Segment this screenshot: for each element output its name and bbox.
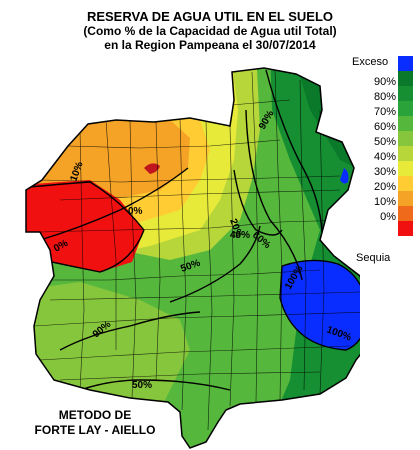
isolines bbox=[26, 69, 360, 391]
legend-swatch bbox=[398, 206, 413, 221]
title-line-1: RESERVA DE AGUA UTIL EN EL SUELO bbox=[86, 9, 334, 24]
legend-swatch bbox=[398, 221, 413, 236]
map-title: RESERVA DE AGUA UTIL EN EL SUELO (Como %… bbox=[0, 9, 420, 53]
region-outline bbox=[25, 67, 360, 449]
isoline-label: 50% bbox=[132, 380, 152, 391]
department-borders bbox=[33, 69, 360, 431]
method-caption: METODO DE FORTE LAY - AIELLO bbox=[20, 408, 170, 438]
legend-label: 90% bbox=[373, 76, 396, 88]
legend-swatch bbox=[398, 116, 413, 131]
legend-swatch bbox=[398, 86, 413, 101]
zone-red-north bbox=[144, 163, 160, 174]
isoline-label: 40% bbox=[230, 230, 250, 241]
legend-swatch bbox=[398, 176, 413, 191]
legend-label: 80% bbox=[373, 91, 396, 103]
title-line-3: en la Region Pampeana el 30/07/2014 bbox=[104, 38, 316, 52]
legend-top-label: Exceso bbox=[352, 56, 389, 68]
zone-excess-blue bbox=[280, 260, 360, 350]
title-line-2: (Como % de la Capacidad de Agua util Tot… bbox=[83, 24, 337, 38]
method-line-1: METODO DE bbox=[58, 408, 132, 422]
legend-label: 50% bbox=[373, 136, 396, 148]
legend-label: 40% bbox=[373, 151, 396, 163]
legend-swatch bbox=[398, 191, 413, 206]
legend-swatch bbox=[398, 161, 413, 176]
legend-label: 30% bbox=[373, 166, 396, 178]
legend-label: 10% bbox=[373, 196, 396, 208]
legend-swatch bbox=[398, 101, 413, 116]
method-line-2: FORTE LAY - AIELLO bbox=[34, 423, 156, 437]
legend-label: 60% bbox=[373, 121, 396, 133]
legend-label: 70% bbox=[373, 106, 396, 118]
legend-swatch bbox=[398, 71, 413, 86]
legend-swatch bbox=[398, 131, 413, 146]
legend-swatch bbox=[398, 56, 413, 71]
pampeana-map: 90% 10% 0% 0% 20% 60% 50% 40% 100% 100% … bbox=[25, 67, 360, 449]
legend-bottom-label: Sequia bbox=[356, 252, 391, 264]
legend-swatch bbox=[398, 146, 413, 161]
legend-label: 20% bbox=[373, 181, 396, 193]
zone-excess-blue-coast bbox=[340, 168, 349, 184]
legend-label: 0% bbox=[380, 211, 396, 223]
isoline-label: 0% bbox=[128, 206, 143, 217]
